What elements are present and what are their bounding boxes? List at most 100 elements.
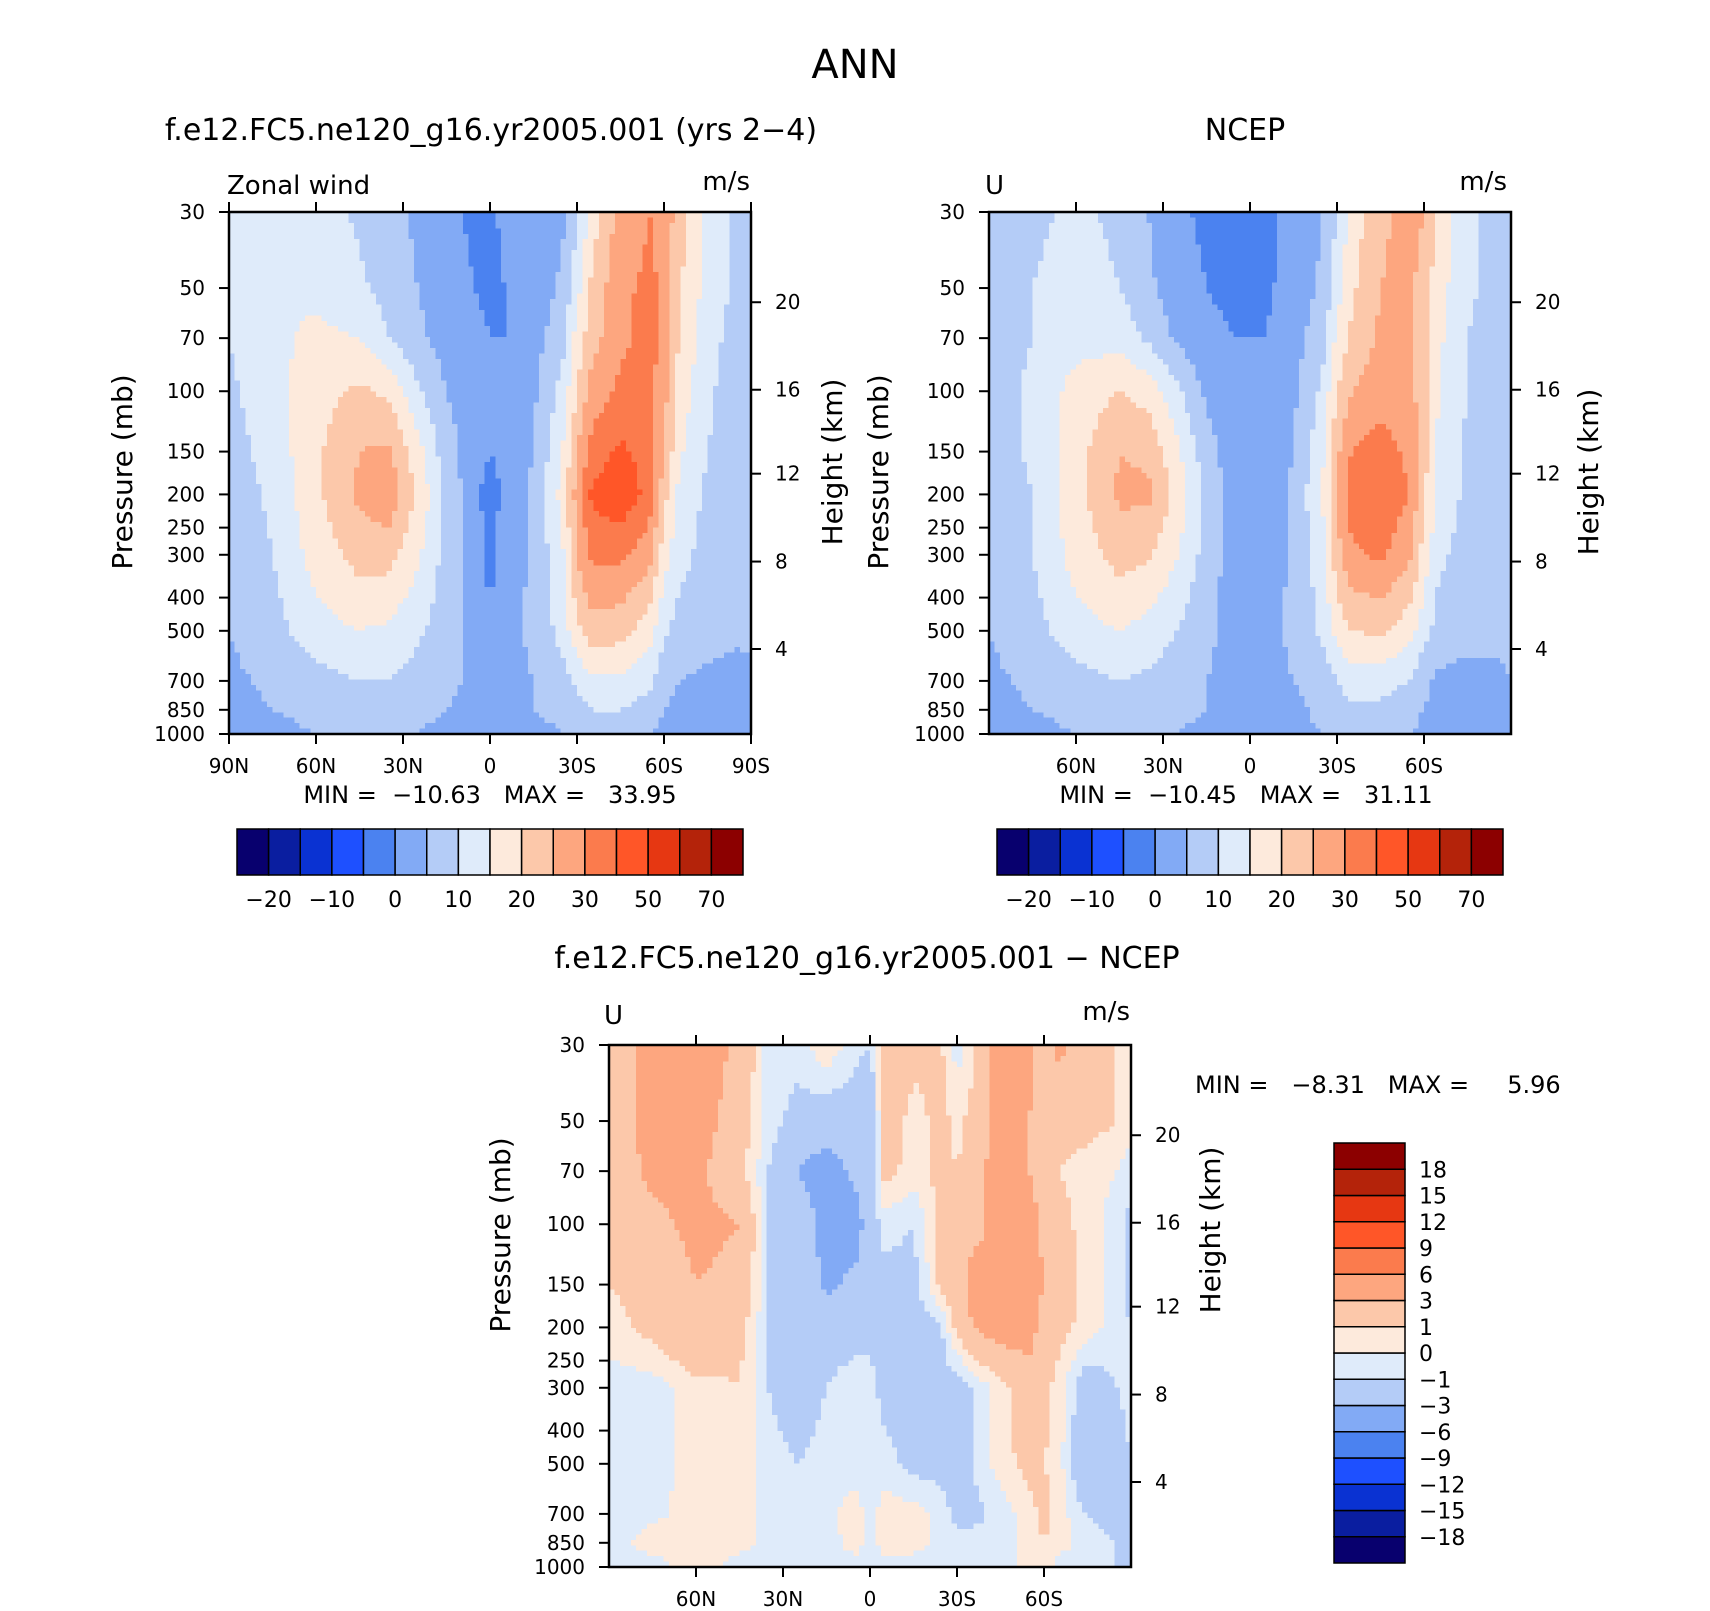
contour-cell [256, 320, 263, 327]
contour-cell [462, 462, 469, 469]
contour-cell [669, 342, 676, 349]
contour-cell [712, 456, 719, 463]
contour-cell [571, 250, 578, 257]
contour-cell [500, 342, 507, 349]
contour-cell [484, 456, 491, 463]
contour-cell [598, 277, 605, 284]
contour-cell [321, 456, 328, 463]
contour-cell [419, 288, 426, 295]
contour-cell [718, 467, 725, 474]
contour-cell [691, 337, 698, 344]
contour-cell [256, 451, 263, 458]
contour-cell [522, 445, 529, 452]
contour-cell [506, 364, 513, 371]
contour-cell [316, 337, 323, 344]
contour-cell [517, 260, 524, 267]
contour-cell [696, 337, 703, 344]
contour-cell [745, 331, 752, 338]
contour-cell [495, 244, 502, 251]
contour-cell [239, 380, 246, 387]
contour-cell [528, 353, 535, 360]
contour-cell [669, 424, 676, 431]
contour-cell [555, 364, 562, 371]
contour-cell [707, 304, 714, 311]
contour-cell [239, 473, 246, 480]
contour-cell [403, 353, 410, 360]
contour-cell [522, 228, 529, 235]
contour-cell [234, 282, 241, 289]
contour-cell [484, 222, 491, 229]
contour-cell [256, 331, 263, 338]
contour-cell [403, 418, 410, 425]
contour-cell [533, 434, 540, 441]
contour-cell [245, 391, 252, 398]
contour-cell [316, 478, 323, 485]
contour-cell [538, 434, 545, 441]
contour-cell [549, 233, 556, 240]
contour-cell [740, 445, 747, 452]
contour-cell [245, 326, 252, 333]
contour-cell [615, 331, 622, 338]
contour-cell [495, 217, 502, 224]
contour-cell [446, 418, 453, 425]
contour-cell [723, 380, 730, 387]
contour-cell [299, 342, 306, 349]
contour-cell [528, 424, 535, 431]
contour-cell [359, 304, 366, 311]
contour-cell [305, 212, 312, 219]
contour-cell [506, 483, 513, 490]
contour-cell [587, 299, 594, 306]
contour-cell [267, 326, 274, 333]
contour-cell [490, 473, 497, 480]
contour-cell [408, 358, 415, 365]
contour-cell [468, 369, 475, 376]
contour-cell [392, 347, 399, 354]
contour-cell [571, 309, 578, 316]
contour-cell [500, 391, 507, 398]
contour-cell [696, 434, 703, 441]
contour-cell [685, 396, 692, 403]
contour-cell [615, 473, 622, 480]
contour-cell [495, 358, 502, 365]
contour-cell [250, 375, 257, 382]
contour-cell [473, 402, 480, 409]
contour-cell [658, 462, 665, 469]
contour-cell [364, 277, 371, 284]
contour-cell [457, 337, 464, 344]
contour-cell [446, 462, 453, 469]
contour-cell [511, 282, 518, 289]
contour-cell [316, 299, 323, 306]
contour-cell [250, 467, 257, 474]
contour-cell [566, 451, 573, 458]
contour-cell [413, 489, 420, 496]
contour-cell [544, 396, 551, 403]
contour-cell [424, 250, 431, 257]
contour-cell [479, 369, 486, 376]
contour-cell [261, 402, 268, 409]
contour-cell [397, 456, 404, 463]
contour-cell [642, 228, 649, 235]
contour-cell [696, 212, 703, 219]
contour-cell [316, 424, 323, 431]
contour-cell [680, 375, 687, 382]
contour-cell [364, 233, 371, 240]
contour-cell [457, 233, 464, 240]
contour-cell [343, 239, 350, 246]
contour-cell [234, 424, 241, 431]
contour-cell [229, 228, 236, 235]
contour-cell [272, 407, 279, 414]
contour-cell [740, 353, 747, 360]
contour-cell [441, 244, 448, 251]
contour-cell [364, 375, 371, 382]
contour-cell [441, 250, 448, 257]
contour-cell [587, 418, 594, 425]
contour-cell [326, 309, 333, 316]
contour-cell [261, 320, 268, 327]
contour-cell [571, 282, 578, 289]
contour-cell [419, 440, 426, 447]
contour-cell [435, 391, 442, 398]
contour-cell [718, 380, 725, 387]
contour-cell [653, 255, 660, 262]
contour-cell [288, 375, 295, 382]
contour-cell [647, 445, 654, 452]
